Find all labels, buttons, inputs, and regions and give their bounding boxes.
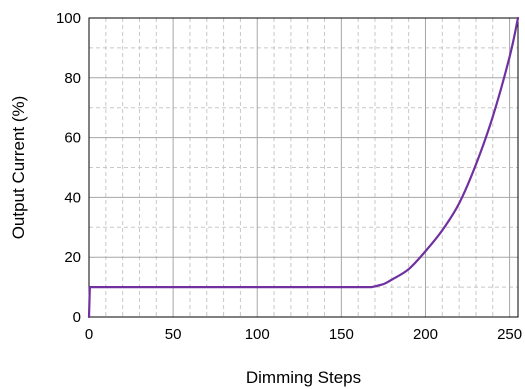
minor-grid — [89, 18, 518, 317]
x-tick-label: 100 — [245, 326, 270, 343]
x-axis-ticks: 0 50 100 150 200 250 — [85, 326, 522, 343]
x-tick-label: 0 — [85, 326, 93, 343]
x-axis-title: Dimming Steps — [246, 368, 361, 387]
x-tick-label: 150 — [329, 326, 354, 343]
x-tick-label: 250 — [497, 326, 522, 343]
y-tick-label: 80 — [64, 70, 81, 87]
y-tick-label: 60 — [64, 130, 81, 147]
y-tick-label: 20 — [64, 249, 81, 266]
x-tick-label: 200 — [413, 326, 438, 343]
y-tick-label: 100 — [56, 10, 81, 27]
y-tick-label: 40 — [64, 189, 81, 206]
y-axis-title: Output Current (%) — [9, 96, 28, 240]
plot-area-frame — [88, 17, 519, 318]
y-tick-label: 0 — [73, 309, 81, 326]
x-tick-label: 50 — [165, 326, 182, 343]
y-axis-ticks: 0 20 40 60 80 100 — [56, 10, 81, 326]
series-line — [87, 16, 520, 319]
major-grid — [89, 18, 518, 317]
